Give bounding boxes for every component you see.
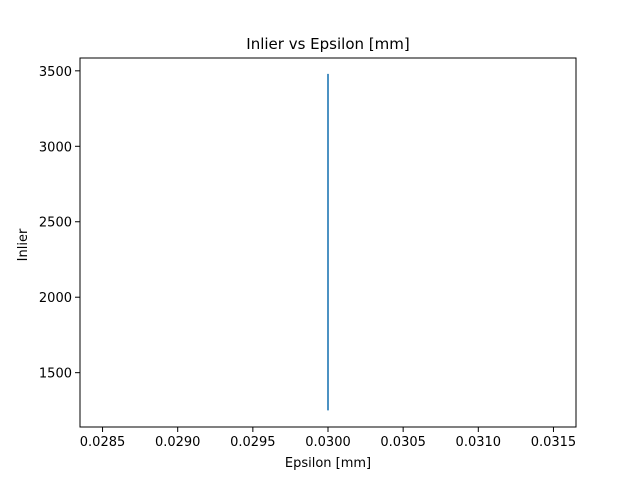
x-tick-label: 0.0285	[80, 435, 126, 450]
y-tick-label: 2500	[39, 216, 72, 231]
x-tick-label: 0.0300	[305, 435, 351, 450]
y-axis-label: Inlier	[16, 228, 31, 261]
y-tick-label: 2000	[39, 291, 72, 306]
chart-title: Inlier vs Epsilon [mm]	[246, 35, 409, 53]
y-tick-label: 1500	[39, 367, 72, 382]
x-tick-label: 0.0315	[531, 435, 577, 450]
y-tick-label: 3000	[39, 140, 72, 155]
x-tick-label: 0.0310	[456, 435, 502, 450]
x-tick-label: 0.0290	[155, 435, 201, 450]
x-tick-label: 0.0305	[380, 435, 426, 450]
y-tick-label: 3500	[39, 65, 72, 80]
x-tick-label: 0.0295	[230, 435, 276, 450]
y-axis: 1500 2000 2500 3000 3500	[39, 65, 80, 382]
x-axis-label: Epsilon [mm]	[285, 456, 371, 471]
x-axis: 0.0285 0.0290 0.0295 0.0300 0.0305 0.0310 0.03…	[80, 427, 576, 450]
